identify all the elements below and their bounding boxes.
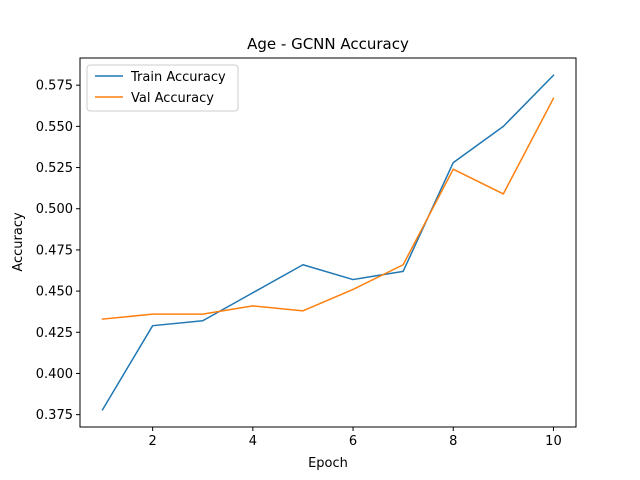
x-tick-label: 10 (545, 434, 562, 449)
series-group (101, 74, 555, 411)
y-tick-label: 0.525 (36, 161, 73, 176)
y-axis: 0.375 0.400 0.425 0.450 0.475 0.500 0.525 0.550… (36, 79, 80, 423)
y-tick-label: 0.450 (36, 285, 73, 300)
y-tick-label: 0.550 (36, 120, 73, 135)
y-axis-label: Accuracy (11, 212, 26, 272)
y-tick-label: 0.500 (36, 202, 73, 217)
legend-label-train-accuracy: Train Accuracy (130, 70, 226, 85)
x-tick-label: 2 (149, 434, 157, 449)
y-tick-label: 0.575 (36, 79, 73, 94)
legend: Train Accuracy Val Accuracy (86, 64, 239, 112)
y-tick-label: 0.400 (36, 367, 73, 382)
x-axis: 2 4 6 8 10 (149, 427, 562, 449)
x-tick-label: 4 (249, 434, 257, 449)
legend-label-val-accuracy: Val Accuracy (131, 91, 214, 106)
plot-area (79, 57, 577, 428)
legend-box (86, 64, 239, 112)
x-tick-label: 6 (349, 434, 357, 449)
series-line-val-accuracy (101, 97, 555, 320)
series-line-train-accuracy (101, 74, 555, 411)
x-axis-label: Epoch (308, 456, 348, 471)
y-tick-label: 0.475 (36, 243, 73, 258)
chart-title: Age - GCNN Accuracy (247, 35, 409, 53)
x-tick-label: 8 (449, 434, 457, 449)
y-tick-label: 0.425 (36, 326, 73, 341)
y-tick-label: 0.375 (36, 408, 73, 423)
